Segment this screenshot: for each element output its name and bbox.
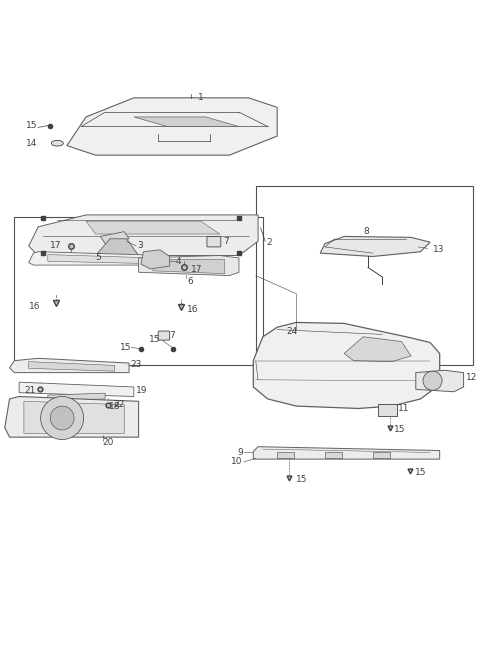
Polygon shape — [29, 215, 258, 256]
Text: 16: 16 — [187, 305, 199, 313]
Circle shape — [423, 371, 442, 390]
Polygon shape — [416, 371, 464, 392]
FancyBboxPatch shape — [158, 331, 169, 340]
Text: 2: 2 — [267, 238, 272, 246]
Text: 15: 15 — [149, 335, 161, 344]
Polygon shape — [24, 401, 124, 434]
Bar — [277, 452, 294, 457]
Bar — [373, 452, 389, 457]
Polygon shape — [10, 359, 129, 373]
Polygon shape — [48, 254, 153, 264]
Text: 15: 15 — [415, 467, 426, 477]
Text: 17: 17 — [191, 266, 203, 274]
Text: 6: 6 — [187, 277, 193, 286]
Text: 18: 18 — [109, 402, 120, 410]
Polygon shape — [253, 447, 440, 459]
Text: 13: 13 — [432, 245, 444, 254]
Text: 7: 7 — [224, 236, 229, 246]
Text: 9: 9 — [237, 448, 243, 457]
Polygon shape — [29, 252, 167, 265]
Text: 22: 22 — [114, 400, 125, 409]
Bar — [325, 452, 342, 457]
Text: 21: 21 — [24, 386, 35, 395]
Text: 15: 15 — [26, 121, 38, 130]
Polygon shape — [320, 236, 430, 256]
Text: 23: 23 — [131, 360, 142, 369]
Text: 5: 5 — [96, 254, 101, 262]
Text: 4: 4 — [176, 257, 181, 266]
Text: 19: 19 — [136, 386, 148, 395]
Text: 11: 11 — [398, 404, 409, 413]
Text: 12: 12 — [466, 373, 477, 382]
Circle shape — [50, 406, 74, 430]
Polygon shape — [134, 117, 239, 127]
Text: 10: 10 — [231, 457, 243, 467]
Text: 7: 7 — [169, 331, 175, 340]
Polygon shape — [5, 396, 139, 437]
Text: 3: 3 — [138, 242, 144, 250]
Polygon shape — [100, 232, 129, 244]
Polygon shape — [344, 337, 411, 362]
Text: 15: 15 — [296, 475, 307, 483]
Text: 8: 8 — [363, 227, 369, 236]
Polygon shape — [141, 250, 169, 269]
Text: 15: 15 — [394, 424, 406, 434]
Polygon shape — [153, 260, 225, 274]
Text: 14: 14 — [26, 139, 37, 147]
Text: 17: 17 — [50, 240, 62, 250]
Polygon shape — [86, 221, 220, 234]
Polygon shape — [67, 98, 277, 155]
Polygon shape — [29, 362, 115, 371]
Text: 16: 16 — [29, 302, 40, 311]
Polygon shape — [253, 323, 440, 408]
Text: 24: 24 — [287, 327, 298, 337]
Circle shape — [41, 396, 84, 440]
Polygon shape — [48, 393, 105, 401]
Polygon shape — [19, 382, 134, 396]
Polygon shape — [57, 401, 96, 414]
Text: 20: 20 — [103, 438, 114, 448]
Text: 15: 15 — [120, 343, 131, 352]
FancyBboxPatch shape — [207, 236, 221, 247]
Text: 1: 1 — [198, 94, 204, 102]
Bar — [378, 404, 396, 416]
Polygon shape — [139, 256, 239, 276]
Polygon shape — [96, 239, 139, 256]
Ellipse shape — [51, 140, 63, 146]
